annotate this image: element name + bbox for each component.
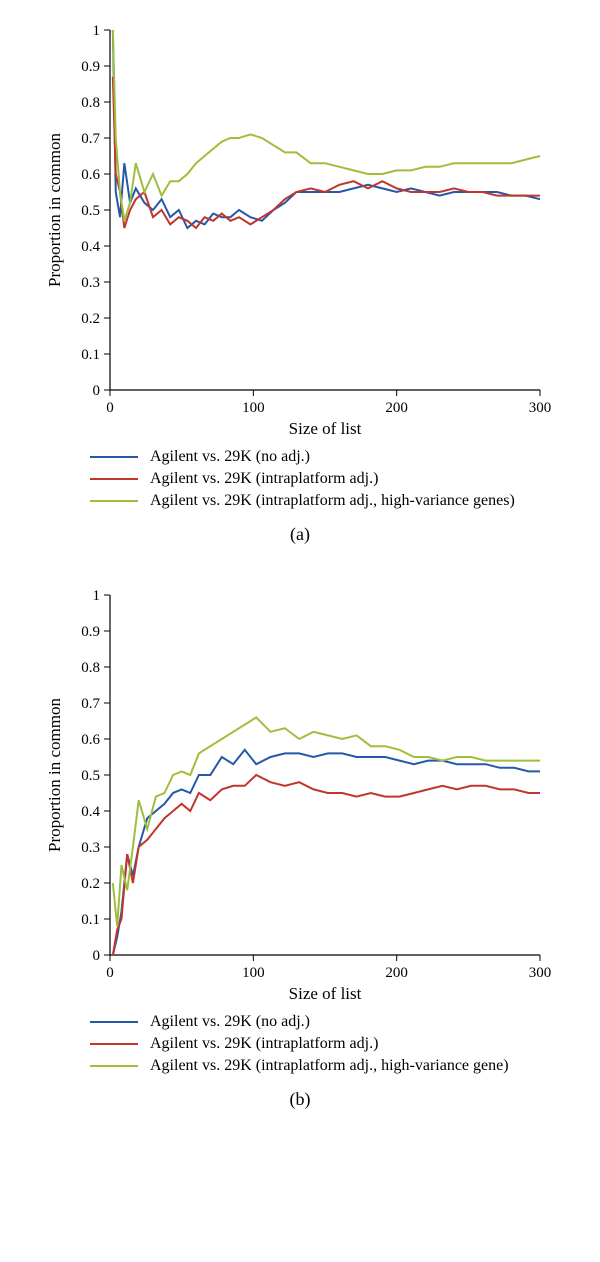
svg-text:0.8: 0.8 (81, 95, 100, 111)
legend-label: Agilent vs. 29K (intraplatform adj., hig… (150, 492, 515, 510)
legend-label: Agilent vs. 29K (intraplatform adj., hig… (150, 1057, 509, 1075)
svg-text:0.9: 0.9 (81, 59, 100, 75)
svg-text:0.1: 0.1 (81, 347, 100, 363)
series-blue (113, 750, 540, 955)
svg-text:0: 0 (93, 948, 101, 964)
svg-text:200: 200 (385, 400, 408, 416)
svg-text:0.3: 0.3 (81, 840, 100, 856)
svg-text:100: 100 (242, 400, 264, 416)
legend-item: Agilent vs. 29K (intraplatform adj.) (90, 1035, 580, 1053)
legend-item: Agilent vs. 29K (intraplatform adj., hig… (90, 492, 580, 510)
svg-text:0.1: 0.1 (81, 912, 100, 928)
legend-item: Agilent vs. 29K (intraplatform adj.) (90, 470, 580, 488)
legend-swatch (90, 500, 138, 502)
svg-text:0: 0 (93, 383, 101, 399)
svg-text:0.6: 0.6 (81, 732, 100, 748)
svg-text:0.5: 0.5 (81, 768, 100, 784)
panel-b: 0 0.1 0.2 0.3 0.4 0.5 0.6 0.7 0.8 0.9 1 0 100 200 300 S… (20, 585, 580, 1110)
legend-a: Agilent vs. 29K (no adj.) Agilent vs. 29K… (90, 448, 580, 510)
svg-text:0.9: 0.9 (81, 624, 100, 640)
svg-text:200: 200 (385, 965, 408, 981)
svg-text:Size of list: Size of list (289, 419, 362, 438)
legend-swatch (90, 456, 138, 458)
series-red (113, 775, 540, 955)
legend-b: Agilent vs. 29K (no adj.) Agilent vs. 29K… (90, 1013, 580, 1075)
legend-label: Agilent vs. 29K (intraplatform adj.) (150, 1035, 378, 1053)
svg-text:0.5: 0.5 (81, 203, 100, 219)
svg-text:1: 1 (93, 588, 101, 604)
svg-text:0.4: 0.4 (81, 804, 100, 820)
legend-swatch (90, 478, 138, 480)
legend-item: Agilent vs. 29K (intraplatform adj., hig… (90, 1057, 580, 1075)
panel-a: 0 0.1 0.2 0.3 0.4 0.5 0.6 0.7 0.8 0.9 1 0 100 200 300 S… (20, 20, 580, 545)
svg-text:0.7: 0.7 (81, 131, 100, 147)
svg-text:0.8: 0.8 (81, 660, 100, 676)
chart-b-svg: 0 0.1 0.2 0.3 0.4 0.5 0.6 0.7 0.8 0.9 1 0 100 200 300 S… (40, 585, 560, 1005)
series-green (113, 717, 540, 926)
svg-text:0.3: 0.3 (81, 275, 100, 291)
svg-text:0.2: 0.2 (81, 876, 100, 892)
svg-text:1: 1 (93, 23, 101, 39)
chart-a-svg: 0 0.1 0.2 0.3 0.4 0.5 0.6 0.7 0.8 0.9 1 0 100 200 300 S… (40, 20, 560, 440)
legend-swatch (90, 1021, 138, 1023)
legend-label: Agilent vs. 29K (no adj.) (150, 1013, 310, 1031)
legend-swatch (90, 1065, 138, 1067)
legend-item: Agilent vs. 29K (no adj.) (90, 1013, 580, 1031)
svg-text:Size of list: Size of list (289, 984, 362, 1003)
legend-swatch (90, 1043, 138, 1045)
svg-text:0.4: 0.4 (81, 239, 100, 255)
legend-item: Agilent vs. 29K (no adj.) (90, 448, 580, 466)
panel-a-label: (a) (20, 524, 580, 545)
svg-text:0.7: 0.7 (81, 696, 100, 712)
panel-b-label: (b) (20, 1089, 580, 1110)
svg-text:0: 0 (106, 965, 114, 981)
series-red (113, 77, 540, 228)
legend-label: Agilent vs. 29K (intraplatform adj.) (150, 470, 378, 488)
svg-text:100: 100 (242, 965, 264, 981)
svg-text:Proportion in common: Proportion in common (45, 133, 64, 287)
svg-text:Proportion in common: Proportion in common (45, 698, 64, 852)
svg-text:300: 300 (529, 965, 552, 981)
series-blue (113, 30, 540, 228)
svg-text:300: 300 (529, 400, 552, 416)
svg-text:0.2: 0.2 (81, 311, 100, 327)
svg-text:0: 0 (106, 400, 114, 416)
svg-text:0.6: 0.6 (81, 167, 100, 183)
legend-label: Agilent vs. 29K (no adj.) (150, 448, 310, 466)
